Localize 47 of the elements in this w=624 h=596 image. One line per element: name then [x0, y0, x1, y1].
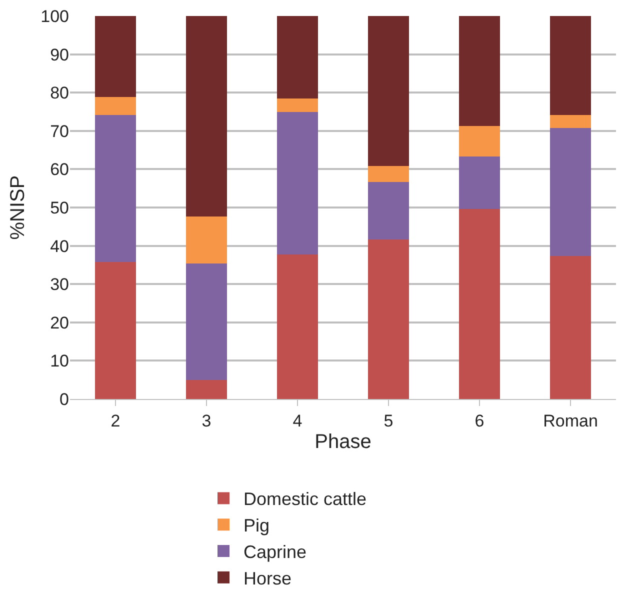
legend-label: Domestic cattle — [244, 489, 367, 510]
bar — [277, 254, 318, 399]
bar — [277, 112, 318, 255]
bar — [459, 126, 500, 157]
bar — [186, 263, 227, 380]
bar — [368, 182, 409, 240]
bar — [368, 166, 409, 182]
y-tick-label: 20 — [50, 313, 69, 332]
bar — [368, 240, 409, 399]
y-tick-label: 0 — [60, 390, 69, 409]
x-tick-label: 5 — [384, 411, 394, 430]
x-tick-label: 4 — [292, 411, 302, 430]
bar — [459, 16, 500, 126]
y-tick-label: 100 — [40, 6, 69, 26]
bar — [95, 97, 136, 116]
y-tick-label: 60 — [50, 160, 69, 180]
bar — [95, 115, 136, 262]
bar — [550, 256, 591, 399]
bar — [550, 16, 591, 116]
bar — [277, 16, 318, 99]
x-tick-label: 6 — [474, 411, 484, 430]
legend-label: Pig — [244, 516, 270, 536]
bar — [95, 16, 136, 98]
y-tick-label: 50 — [50, 198, 69, 218]
x-axis-title: Phase — [314, 430, 372, 453]
legend-label: Caprine — [244, 542, 307, 562]
bar — [550, 128, 591, 256]
legend-label: Horse — [244, 568, 292, 588]
x-tick-label: 2 — [110, 411, 120, 430]
y-tick-label: 40 — [50, 236, 69, 256]
bar — [459, 156, 500, 210]
y-axis-title: %NISP — [7, 175, 30, 240]
y-tick-label: 70 — [50, 122, 69, 141]
y-tick-label: 80 — [50, 84, 69, 103]
bar — [459, 209, 500, 399]
bar — [368, 16, 409, 166]
bar — [186, 16, 227, 216]
x-tick-label: Roman — [543, 411, 598, 430]
bar — [95, 262, 136, 399]
bar — [186, 380, 227, 399]
x-tick-label: 3 — [202, 411, 212, 430]
bar — [550, 115, 591, 128]
y-tick-label: 10 — [50, 352, 69, 371]
y-tick-label: 90 — [50, 45, 69, 64]
y-tick-label: 30 — [50, 275, 69, 294]
bar — [186, 216, 227, 264]
bar — [277, 98, 318, 112]
